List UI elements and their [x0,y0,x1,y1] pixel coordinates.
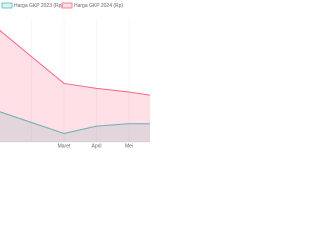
area [0,111,150,142]
chart: Maret April Mei Harga GKP 2023 (Rp) Harga GK… [0,2,150,149]
line [0,111,150,134]
line [0,29,150,96]
legend-label: Harga GKP 2024 (Rp) [74,3,123,9]
legend-swatch [61,2,73,9]
page: {"chart_data": {"type": "area", "categor… [0,0,150,150]
legend-label: Harga GKP 2023 (Rp) [14,3,63,9]
x-tick-label: Mei [125,143,133,149]
x-tick-label: Maret [58,143,71,149]
x-tick-label: April [91,143,101,149]
area [0,30,150,142]
legend-swatch [1,2,13,9]
